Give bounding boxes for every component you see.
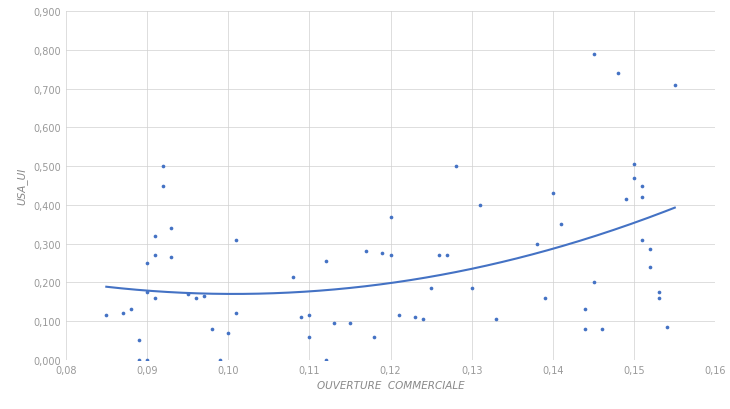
Point bbox=[596, 326, 607, 332]
Point bbox=[231, 310, 242, 317]
Point bbox=[166, 254, 177, 261]
Point bbox=[418, 316, 429, 323]
Point bbox=[125, 306, 137, 313]
Point bbox=[426, 285, 437, 292]
Point bbox=[629, 175, 640, 182]
Point bbox=[296, 314, 307, 321]
Point bbox=[320, 258, 331, 265]
Point bbox=[198, 293, 210, 299]
Point bbox=[653, 295, 664, 301]
Point bbox=[539, 295, 550, 301]
Point bbox=[133, 337, 145, 344]
Point bbox=[157, 164, 169, 170]
Point bbox=[182, 291, 193, 297]
Point bbox=[304, 312, 315, 319]
Point bbox=[588, 52, 599, 58]
Point bbox=[149, 252, 161, 259]
Point bbox=[190, 295, 201, 301]
Point bbox=[645, 247, 656, 253]
Point bbox=[166, 225, 177, 232]
X-axis label: OUVERTURE  COMMERCIALE: OUVERTURE COMMERCIALE bbox=[317, 380, 464, 390]
Point bbox=[149, 233, 161, 240]
Point bbox=[661, 324, 672, 330]
Point bbox=[450, 164, 461, 170]
Point bbox=[442, 252, 453, 259]
Point bbox=[157, 183, 169, 189]
Point bbox=[531, 241, 542, 247]
Point bbox=[637, 194, 648, 201]
Point bbox=[637, 183, 648, 189]
Point bbox=[580, 326, 591, 332]
Point bbox=[620, 196, 632, 203]
Point bbox=[556, 221, 567, 228]
Point bbox=[669, 82, 680, 89]
Point bbox=[653, 289, 664, 296]
Point bbox=[141, 289, 153, 296]
Point bbox=[288, 274, 299, 280]
Point bbox=[141, 260, 153, 267]
Point bbox=[434, 252, 445, 259]
Point bbox=[612, 71, 623, 77]
Point bbox=[629, 162, 640, 168]
Point bbox=[149, 295, 161, 301]
Point bbox=[214, 357, 226, 363]
Point bbox=[304, 333, 315, 340]
Point bbox=[369, 333, 380, 340]
Point bbox=[206, 326, 218, 332]
Point bbox=[588, 279, 599, 286]
Point bbox=[133, 357, 145, 363]
Point bbox=[466, 285, 477, 292]
Point bbox=[117, 310, 128, 317]
Point bbox=[361, 249, 372, 255]
Point bbox=[320, 357, 331, 363]
Point bbox=[637, 237, 648, 243]
Point bbox=[101, 312, 112, 319]
Point bbox=[491, 316, 502, 323]
Point bbox=[141, 357, 153, 363]
Point bbox=[231, 237, 242, 243]
Point bbox=[409, 314, 420, 321]
Point bbox=[223, 330, 234, 336]
Point bbox=[344, 320, 356, 326]
Point bbox=[385, 252, 396, 259]
Point bbox=[474, 202, 485, 209]
Point bbox=[645, 264, 656, 270]
Point bbox=[548, 191, 559, 197]
Point bbox=[580, 306, 591, 313]
Point bbox=[385, 214, 396, 220]
Point bbox=[377, 250, 388, 257]
Point bbox=[393, 312, 404, 319]
Point bbox=[328, 320, 339, 326]
Y-axis label: USA_UI: USA_UI bbox=[17, 168, 28, 204]
